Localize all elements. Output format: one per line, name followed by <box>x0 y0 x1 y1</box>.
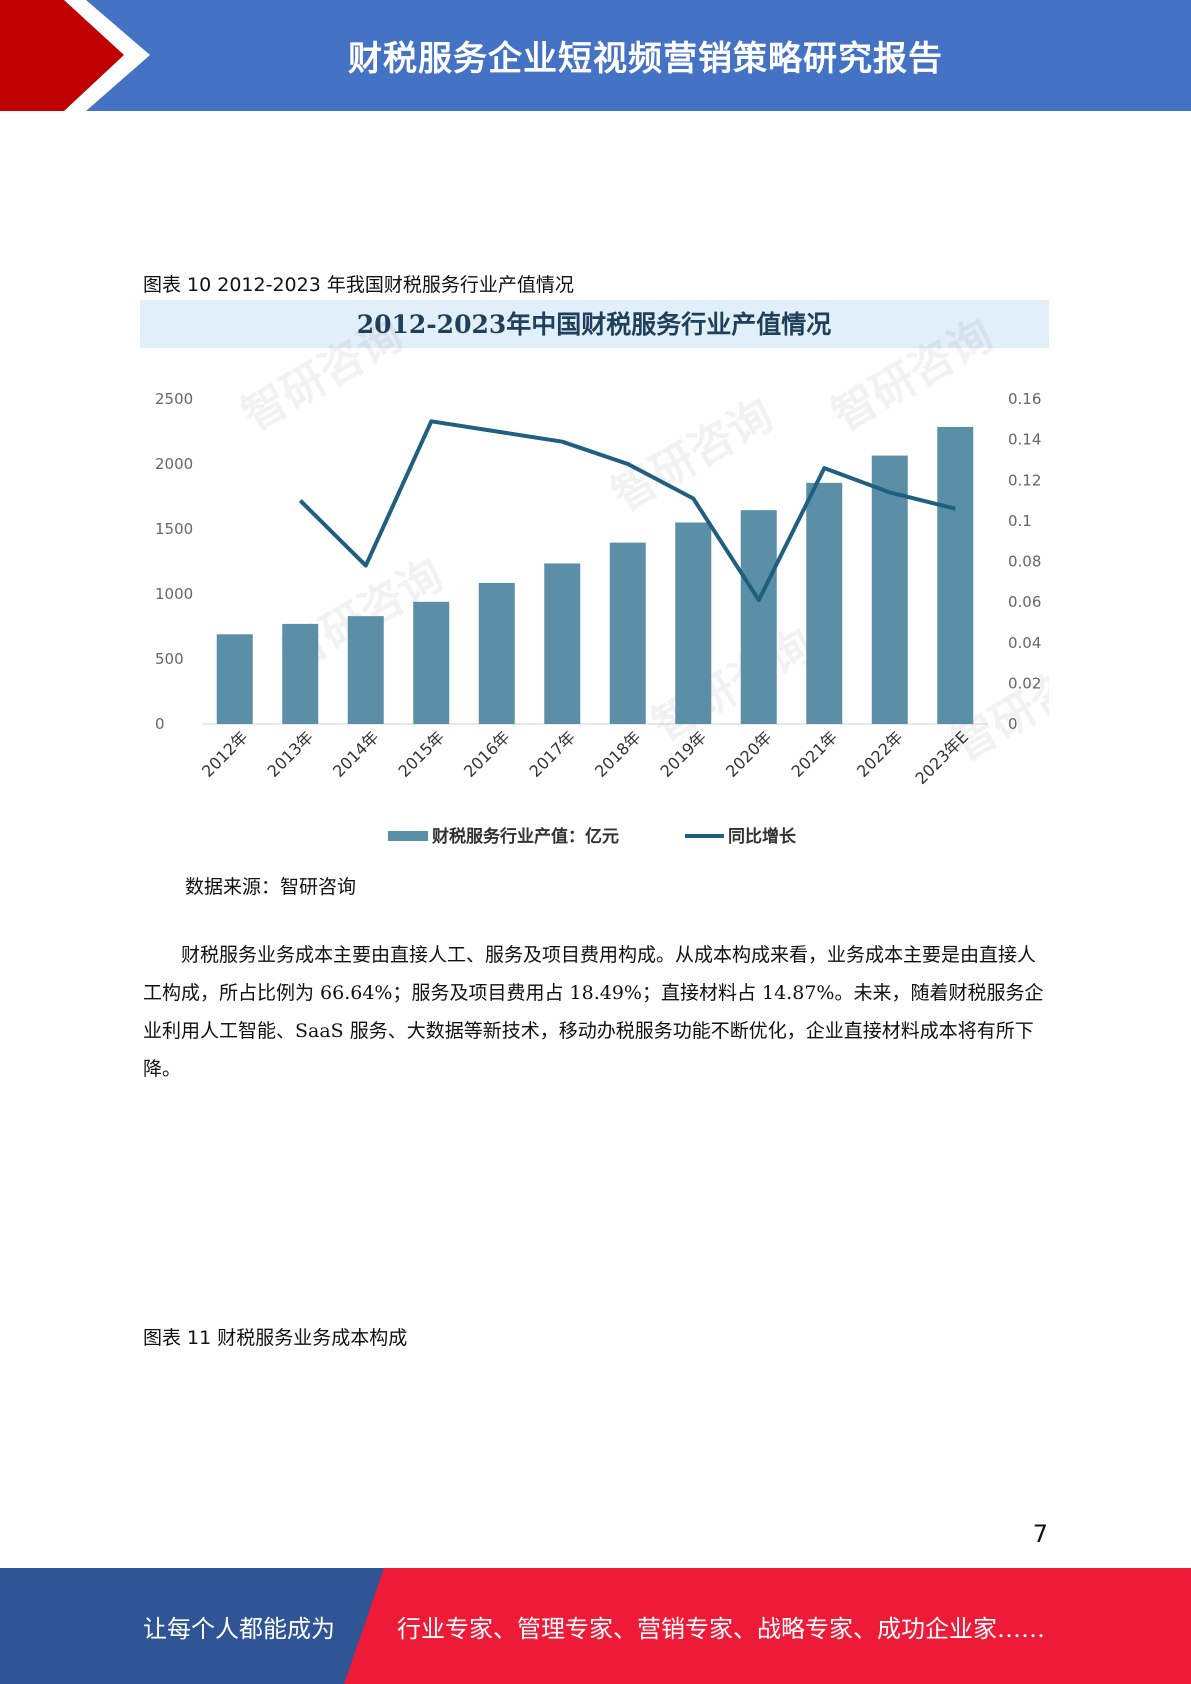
figure-10-caption: 图表 10 2012-2023 年我国财税服务行业产值情况 <box>143 274 574 296</box>
right-tick-label: 0.02 <box>1008 674 1041 692</box>
legend: 财税服务行业产值：亿元 同比增长 <box>388 826 797 847</box>
legend-bar-label: 财税服务行业产值：亿元 <box>431 826 619 847</box>
right-tick-label: 0.1 <box>1008 512 1032 530</box>
x-tick-label: 2015年 <box>395 727 449 781</box>
body-paragraph-container: 财税服务业务成本主要由直接人工、服务及项目费用构成。从成本构成来看，业务成本主要… <box>143 936 1048 1088</box>
bar <box>478 582 515 724</box>
right-axis-ticks: 0.16 0.14 0.12 0.1 0.08 0.06 0.04 0.02 0 <box>1008 390 1041 733</box>
footer-slogan-left: 让每个人都能成为 <box>143 1614 335 1643</box>
x-tick-label: 2012年 <box>198 727 252 781</box>
growth-line <box>298 419 956 603</box>
right-tick-label: 0.16 <box>1008 390 1041 408</box>
left-tick-label: 1500 <box>155 520 193 538</box>
chart-title: 2012-2023年中国财税服务行业产值情况 <box>357 310 832 339</box>
bar <box>347 616 384 724</box>
left-tick-label: 1000 <box>155 585 193 603</box>
right-tick-label: 0.04 <box>1008 634 1041 652</box>
left-tick-label: 2000 <box>155 455 193 473</box>
bar <box>675 522 712 724</box>
left-tick-label: 0 <box>155 715 165 733</box>
x-tick-label: 2014年 <box>329 727 383 781</box>
x-tick-label: 2018年 <box>591 727 645 781</box>
bar <box>544 563 581 724</box>
watermark-text: 智研咨询 <box>644 619 822 751</box>
bar <box>806 482 843 724</box>
legend-bar-swatch <box>388 831 428 841</box>
footer-slogan-right: 行业专家、管理专家、营销专家、战略专家、成功企业家…… <box>397 1614 1045 1643</box>
bar <box>871 455 908 724</box>
left-tick-label: 500 <box>155 650 184 668</box>
bar <box>609 542 646 724</box>
legend-line-label: 同比增长 <box>728 826 797 847</box>
right-tick-label: 0.08 <box>1008 553 1041 571</box>
footer-background <box>0 1568 1191 1684</box>
left-tick-label: 2500 <box>155 390 193 408</box>
bar <box>413 601 450 724</box>
x-tick-label: 2022年 <box>853 727 907 781</box>
page-header: 财税服务企业短视频营销策略研究报告 <box>0 0 1191 111</box>
x-tick-label: 2017年 <box>526 727 580 781</box>
x-axis-labels: 2012年 2013年 2014年 2015年 2016年 2017年 2018年 2019年… <box>198 727 972 788</box>
page-footer: 让每个人都能成为 行业专家、管理专家、营销专家、战略专家、成功企业家…… <box>0 1568 1191 1684</box>
left-axis-ticks: 2500 2000 1500 1000 500 0 <box>155 390 193 733</box>
right-tick-label: 0 <box>1008 715 1018 733</box>
bar <box>282 623 319 724</box>
watermark-text: 智研咨询 <box>604 389 782 521</box>
right-tick-label: 0.12 <box>1008 471 1041 489</box>
figure-11-caption: 图表 11 财税服务业务成本构成 <box>143 1327 408 1349</box>
x-tick-label: 2021年 <box>788 727 842 781</box>
report-title: 财税服务企业短视频营销策略研究报告 <box>348 39 943 79</box>
figure-10-source: 数据来源：智研咨询 <box>185 876 357 898</box>
x-tick-label: 2020年 <box>722 727 776 781</box>
page-number: 7 <box>1032 1520 1048 1548</box>
figure-10-chart: 2012-2023年中国财税服务行业产值情况 智研咨询 智研咨询 智研咨询 智研咨询智… <box>140 298 1049 858</box>
chart-svg: 2012-2023年中国财税服务行业产值情况 智研咨询智研咨询智研咨询智研咨询智… <box>140 300 1049 847</box>
header-arrow-decoration <box>0 0 150 111</box>
right-tick-label: 0.14 <box>1008 431 1041 449</box>
bar <box>937 426 974 724</box>
chart-title-band <box>140 300 1049 348</box>
body-paragraph: 财税服务业务成本主要由直接人工、服务及项目费用构成。从成本构成来看，业务成本主要… <box>143 944 1044 1080</box>
bar <box>740 510 777 724</box>
bar-series <box>216 426 974 724</box>
right-tick-label: 0.06 <box>1008 593 1041 611</box>
x-tick-label: 2013年 <box>264 727 318 781</box>
x-tick-label: 2016年 <box>460 727 514 781</box>
bar <box>216 634 253 724</box>
